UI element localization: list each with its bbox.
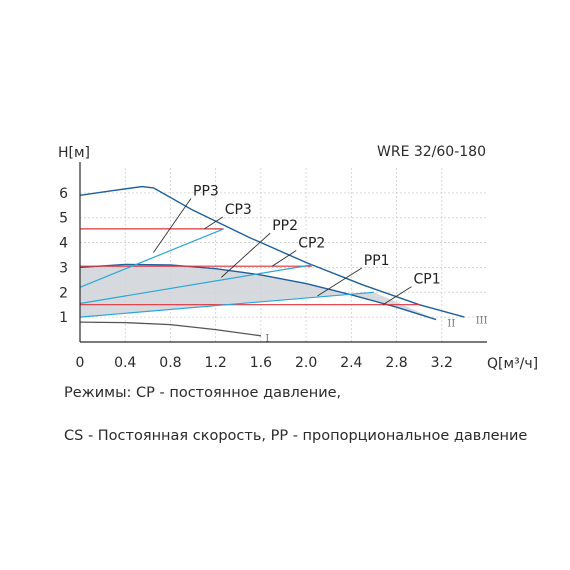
annotation-leader-pp1 [317, 267, 363, 297]
modes-note-line-2: CS - Постоянная скорость, PP - пропорцио… [64, 428, 528, 444]
x-tick-label: 1.2 [205, 355, 227, 371]
series-ii-line [79, 263, 437, 321]
y-tick-label: 1 [59, 310, 68, 326]
chart-title: WRE 32/60-180 [377, 144, 486, 160]
series-pp2-line [79, 264, 312, 305]
series-i-line [79, 321, 261, 337]
annotation-leader-cp1 [382, 286, 412, 306]
annotation-leader-pp2 [221, 232, 271, 278]
x-tick-label: 0.8 [159, 355, 181, 371]
annotation-leader-pp3 [153, 198, 192, 253]
annotation-leader-cp2 [271, 250, 297, 267]
y-tick-label: 6 [59, 186, 68, 202]
operating-area [80, 264, 437, 320]
x-tick-label: 1.6 [250, 355, 272, 371]
y-tick-label: 4 [59, 236, 68, 252]
axes: 0 0.4 0.8 1.2 1.6 2.0 2.4 2.8 3.2 1 2 3 4 5 6 [59, 162, 487, 371]
annotation-leader-cp3 [204, 216, 223, 230]
operating-area-fill [80, 264, 437, 320]
curve-label-i: I [265, 334, 269, 345]
x-axis-label: Q[м³/ч] [487, 356, 538, 372]
y-tick-label: 5 [59, 211, 68, 227]
series-iii-line [79, 185, 465, 318]
curve-label-ii: II [447, 319, 455, 330]
series-lines [79, 185, 465, 337]
series-pp3-line [79, 228, 224, 288]
annotation-cp1: CP1 [414, 272, 441, 288]
series-pp1-line [79, 291, 374, 318]
x-tick-label: 0.4 [114, 355, 136, 371]
annotation-pp1: PP1 [364, 253, 390, 269]
x-tick-label: 2.4 [340, 355, 362, 371]
x-tick-label: 2.0 [295, 355, 317, 371]
y-axis-label: H[м] [58, 145, 90, 161]
x-tick-label: 2.8 [385, 355, 407, 371]
x-tick-label: 0 [76, 355, 85, 371]
annotation-cp3: CP3 [225, 202, 252, 218]
y-tick-label: 3 [59, 260, 68, 276]
x-tick-label: 3.2 [431, 355, 453, 371]
modes-note-line-1: Режимы: CP - постоянное давление, [64, 385, 342, 401]
annotation-pp2: PP2 [272, 218, 298, 234]
annotation-pp3: PP3 [193, 183, 219, 199]
curve-label-iii: III [476, 315, 488, 326]
annotation-cp2: CP2 [298, 236, 325, 252]
y-tick-label: 2 [59, 285, 68, 301]
